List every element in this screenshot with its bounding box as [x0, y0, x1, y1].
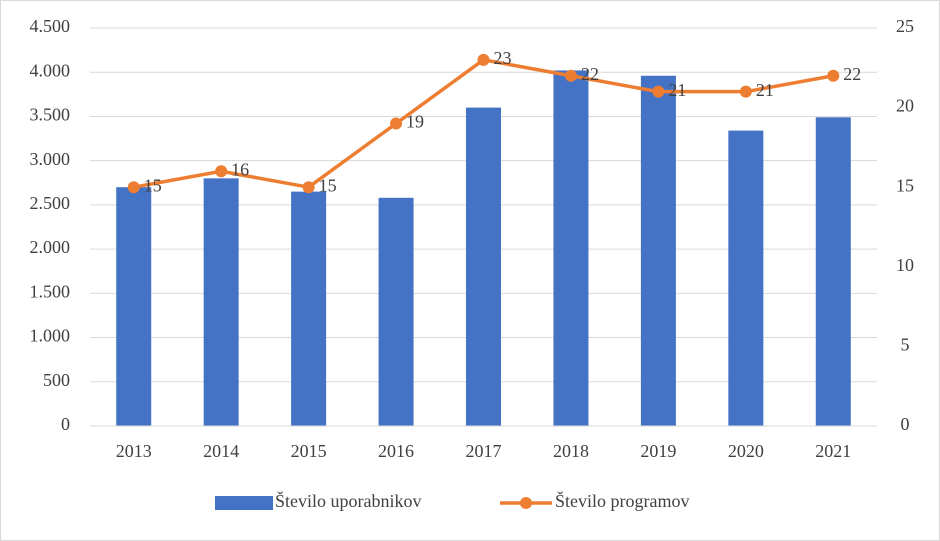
y-tick-label: 3.500: [30, 105, 71, 125]
bar: [640, 75, 676, 426]
legend-marker: [520, 497, 532, 509]
y-tick-label: 2.500: [30, 193, 71, 213]
legend-label: Število programov: [555, 490, 689, 511]
y-tick-label: 1.500: [30, 281, 71, 301]
marker: [827, 69, 840, 82]
bar: [203, 178, 239, 426]
marker: [564, 69, 577, 82]
x-tick-label: 2020: [728, 441, 764, 461]
x-tick-label: 2013: [116, 441, 152, 461]
y-tick-label: 2.000: [30, 237, 71, 257]
y2-tick-label: 5: [901, 335, 910, 355]
bar: [728, 130, 764, 426]
bar: [291, 191, 327, 426]
marker: [739, 85, 752, 98]
y-tick-label: 1.000: [30, 326, 71, 346]
bar: [553, 70, 589, 426]
y-tick-label: 4.500: [30, 16, 71, 36]
marker: [302, 181, 315, 194]
data-label: 21: [668, 80, 686, 100]
y2-tick-label: 15: [896, 175, 914, 195]
legend-swatch: [215, 496, 273, 510]
y-tick-label: 500: [43, 370, 70, 390]
data-label: 23: [494, 48, 512, 68]
x-tick-label: 2014: [203, 441, 239, 461]
x-tick-label: 2019: [640, 441, 676, 461]
y2-tick-label: 10: [896, 255, 914, 275]
y2-tick-label: 0: [901, 414, 910, 434]
marker: [477, 53, 490, 66]
x-tick-label: 2018: [553, 441, 589, 461]
data-label: 22: [843, 64, 861, 84]
x-tick-label: 2015: [291, 441, 327, 461]
data-label: 15: [144, 175, 162, 195]
x-tick-label: 2017: [466, 441, 502, 461]
data-label: 16: [231, 159, 249, 179]
y-tick-label: 4.000: [30, 60, 71, 80]
bar: [378, 197, 414, 426]
data-label: 21: [756, 80, 774, 100]
bar: [815, 117, 851, 426]
marker: [215, 165, 228, 178]
x-tick-label: 2021: [815, 441, 851, 461]
data-label: 15: [319, 175, 337, 195]
data-label: 19: [406, 112, 424, 132]
marker: [652, 85, 665, 98]
y2-tick-label: 20: [896, 96, 914, 116]
y-tick-label: 3.000: [30, 149, 71, 169]
legend-label: Število uporabnikov: [275, 490, 422, 511]
y-tick-label: 0: [61, 414, 70, 434]
x-tick-label: 2016: [378, 441, 414, 461]
data-label: 22: [581, 64, 599, 84]
marker: [127, 181, 140, 194]
bar: [116, 187, 152, 426]
y2-tick-label: 25: [896, 16, 914, 36]
marker: [390, 117, 403, 130]
bar: [466, 107, 501, 426]
